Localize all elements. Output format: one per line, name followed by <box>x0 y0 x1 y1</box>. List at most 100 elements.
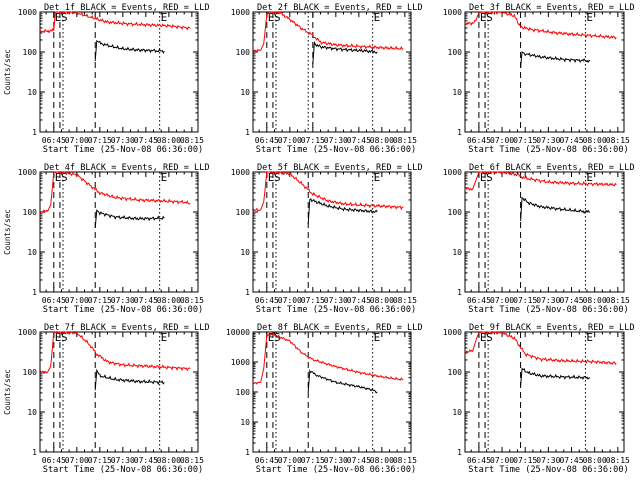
x-tick-label: 06:45 <box>42 296 66 305</box>
x-tick-label: 08:00 <box>370 296 394 305</box>
event-marker-label: E <box>268 331 275 344</box>
x-tick-label: 07:45 <box>134 296 158 305</box>
events-series-line <box>94 368 165 391</box>
x-tick-label: 07:15 <box>88 296 112 305</box>
x-axis-label: Start Time (25-Nov-08 06:36:00) <box>468 305 628 315</box>
x-tick-label: 08:00 <box>157 296 181 305</box>
events-series-line <box>94 39 165 61</box>
detector-panel: Det 4f BLACK = Events, RED = LLD 1 10 100 10… <box>3 163 210 315</box>
event-marker-label: S <box>274 331 281 344</box>
y-tick-label: 100 <box>448 368 463 377</box>
x-tick-label: 07:15 <box>88 136 112 145</box>
x-axis-label: Start Time (25-Nov-08 06:36:00) <box>468 465 628 475</box>
x-tick-label: 06:45 <box>42 136 66 145</box>
x-tick-label: 07:45 <box>134 136 158 145</box>
x-tick-label: 07:00 <box>278 456 302 465</box>
y-tick-label: 10 <box>27 248 37 257</box>
y-tick-label: 1 <box>245 448 250 457</box>
x-tick-label: 07:00 <box>278 136 302 145</box>
y-tick-label: 100 <box>448 48 463 57</box>
event-marker-label: E <box>586 171 593 184</box>
chart-title: Det 4f BLACK = Events, RED = LLD <box>44 163 210 173</box>
x-tick-label: 08:00 <box>370 136 394 145</box>
chart-title: Det 2f BLACK = Events, RED = LLD <box>257 3 423 13</box>
event-marker-label: E <box>268 171 275 184</box>
x-axis-label: Start Time (25-Nov-08 06:36:00) <box>43 305 203 315</box>
x-tick-label: 07:15 <box>513 456 537 465</box>
x-tick-label: 06:45 <box>467 456 491 465</box>
y-axis-label: Counts/sec <box>3 209 12 255</box>
x-tick-label: 07:00 <box>490 296 514 305</box>
y-tick-label: 1 <box>32 448 37 457</box>
event-marker-label: E <box>586 331 593 344</box>
event-marker-label: E <box>55 331 62 344</box>
y-tick-label: 1000 <box>231 168 250 177</box>
event-marker-label: E <box>586 11 593 24</box>
y-tick-label: 10 <box>27 88 37 97</box>
x-tick-label: 07:30 <box>324 136 348 145</box>
x-tick-label: 07:30 <box>111 456 135 465</box>
y-tick-label: 10 <box>27 408 37 417</box>
y-axis-label: Counts/sec <box>3 369 12 415</box>
x-axis-label: Start Time (25-Nov-08 06:36:00) <box>256 465 416 475</box>
x-tick-label: 06:45 <box>467 136 491 145</box>
event-marker-label: E <box>480 171 487 184</box>
lld-series-line <box>464 331 617 366</box>
events-series-line <box>312 40 378 65</box>
x-tick-label: 08:15 <box>393 456 417 465</box>
y-tick-label: 1000 <box>18 8 37 17</box>
x-tick-label: 08:00 <box>583 456 607 465</box>
lld-series-line <box>39 331 191 374</box>
event-marker-label: E <box>55 11 62 24</box>
x-tick-label: 07:00 <box>65 136 89 145</box>
y-tick-label: 10 <box>240 88 250 97</box>
chart-title: Det 5f BLACK = Events, RED = LLD <box>257 163 423 173</box>
y-tick-label: 100 <box>236 388 251 397</box>
lld-series-line <box>252 171 404 213</box>
x-tick-label: 06:45 <box>255 456 279 465</box>
x-tick-label: 07:45 <box>559 456 583 465</box>
chart-title: Det 9f BLACK = Events, RED = LLD <box>469 323 635 333</box>
x-tick-label: 07:30 <box>536 136 560 145</box>
y-tick-label: 10 <box>452 248 462 257</box>
x-tick-label: 08:15 <box>393 296 417 305</box>
x-axis-label: Start Time (25-Nov-08 06:36:00) <box>256 145 416 155</box>
event-marker-label: E <box>374 331 381 344</box>
y-axis-label: Counts/sec <box>3 49 12 95</box>
x-axis-label: Start Time (25-Nov-08 06:36:00) <box>256 305 416 315</box>
chart-title: Det 6f BLACK = Events, RED = LLD <box>469 163 635 173</box>
x-tick-label: 07:15 <box>513 296 537 305</box>
y-tick-label: 1000 <box>18 328 37 337</box>
event-marker-label: E <box>161 171 168 184</box>
event-marker-label: E <box>374 11 381 24</box>
x-tick-label: 07:00 <box>490 136 514 145</box>
lld-series-line <box>252 11 404 53</box>
y-tick-label: 1 <box>457 288 462 297</box>
x-tick-label: 07:30 <box>111 136 135 145</box>
event-marker-label: E <box>268 11 275 24</box>
y-tick-label: 1000 <box>231 358 250 367</box>
x-tick-label: 07:45 <box>347 296 371 305</box>
x-tick-label: 07:45 <box>134 456 158 465</box>
x-tick-label: 07:15 <box>301 296 325 305</box>
y-tick-label: 100 <box>23 208 38 217</box>
detector-panel: Det 8f BLACK = Events, RED = LLD 1 10 100 10… <box>226 323 423 475</box>
plot-frame <box>464 331 625 453</box>
x-tick-label: 07:45 <box>559 136 583 145</box>
detector-panel: Det 2f BLACK = Events, RED = LLD 1 10 100 10… <box>231 3 423 155</box>
lld-series-line <box>39 11 191 34</box>
plot-frame <box>252 331 412 453</box>
x-tick-label: 07:45 <box>347 136 371 145</box>
x-tick-label: 06:45 <box>255 296 279 305</box>
chart-title: Det 3f BLACK = Events, RED = LLD <box>469 3 635 13</box>
y-tick-label: 1000 <box>443 328 462 337</box>
event-marker-label: E <box>161 331 168 344</box>
event-marker-label: E <box>374 171 381 184</box>
detector-panel: Det 9f BLACK = Events, RED = LLD 1 10 100 10… <box>443 323 635 475</box>
y-tick-label: 100 <box>236 208 251 217</box>
chart-title: Det 1f BLACK = Events, RED = LLD <box>44 3 210 13</box>
plot-frame <box>39 331 199 453</box>
x-tick-label: 07:30 <box>536 456 560 465</box>
plot-frame <box>39 171 199 293</box>
plot-frame <box>39 11 199 133</box>
